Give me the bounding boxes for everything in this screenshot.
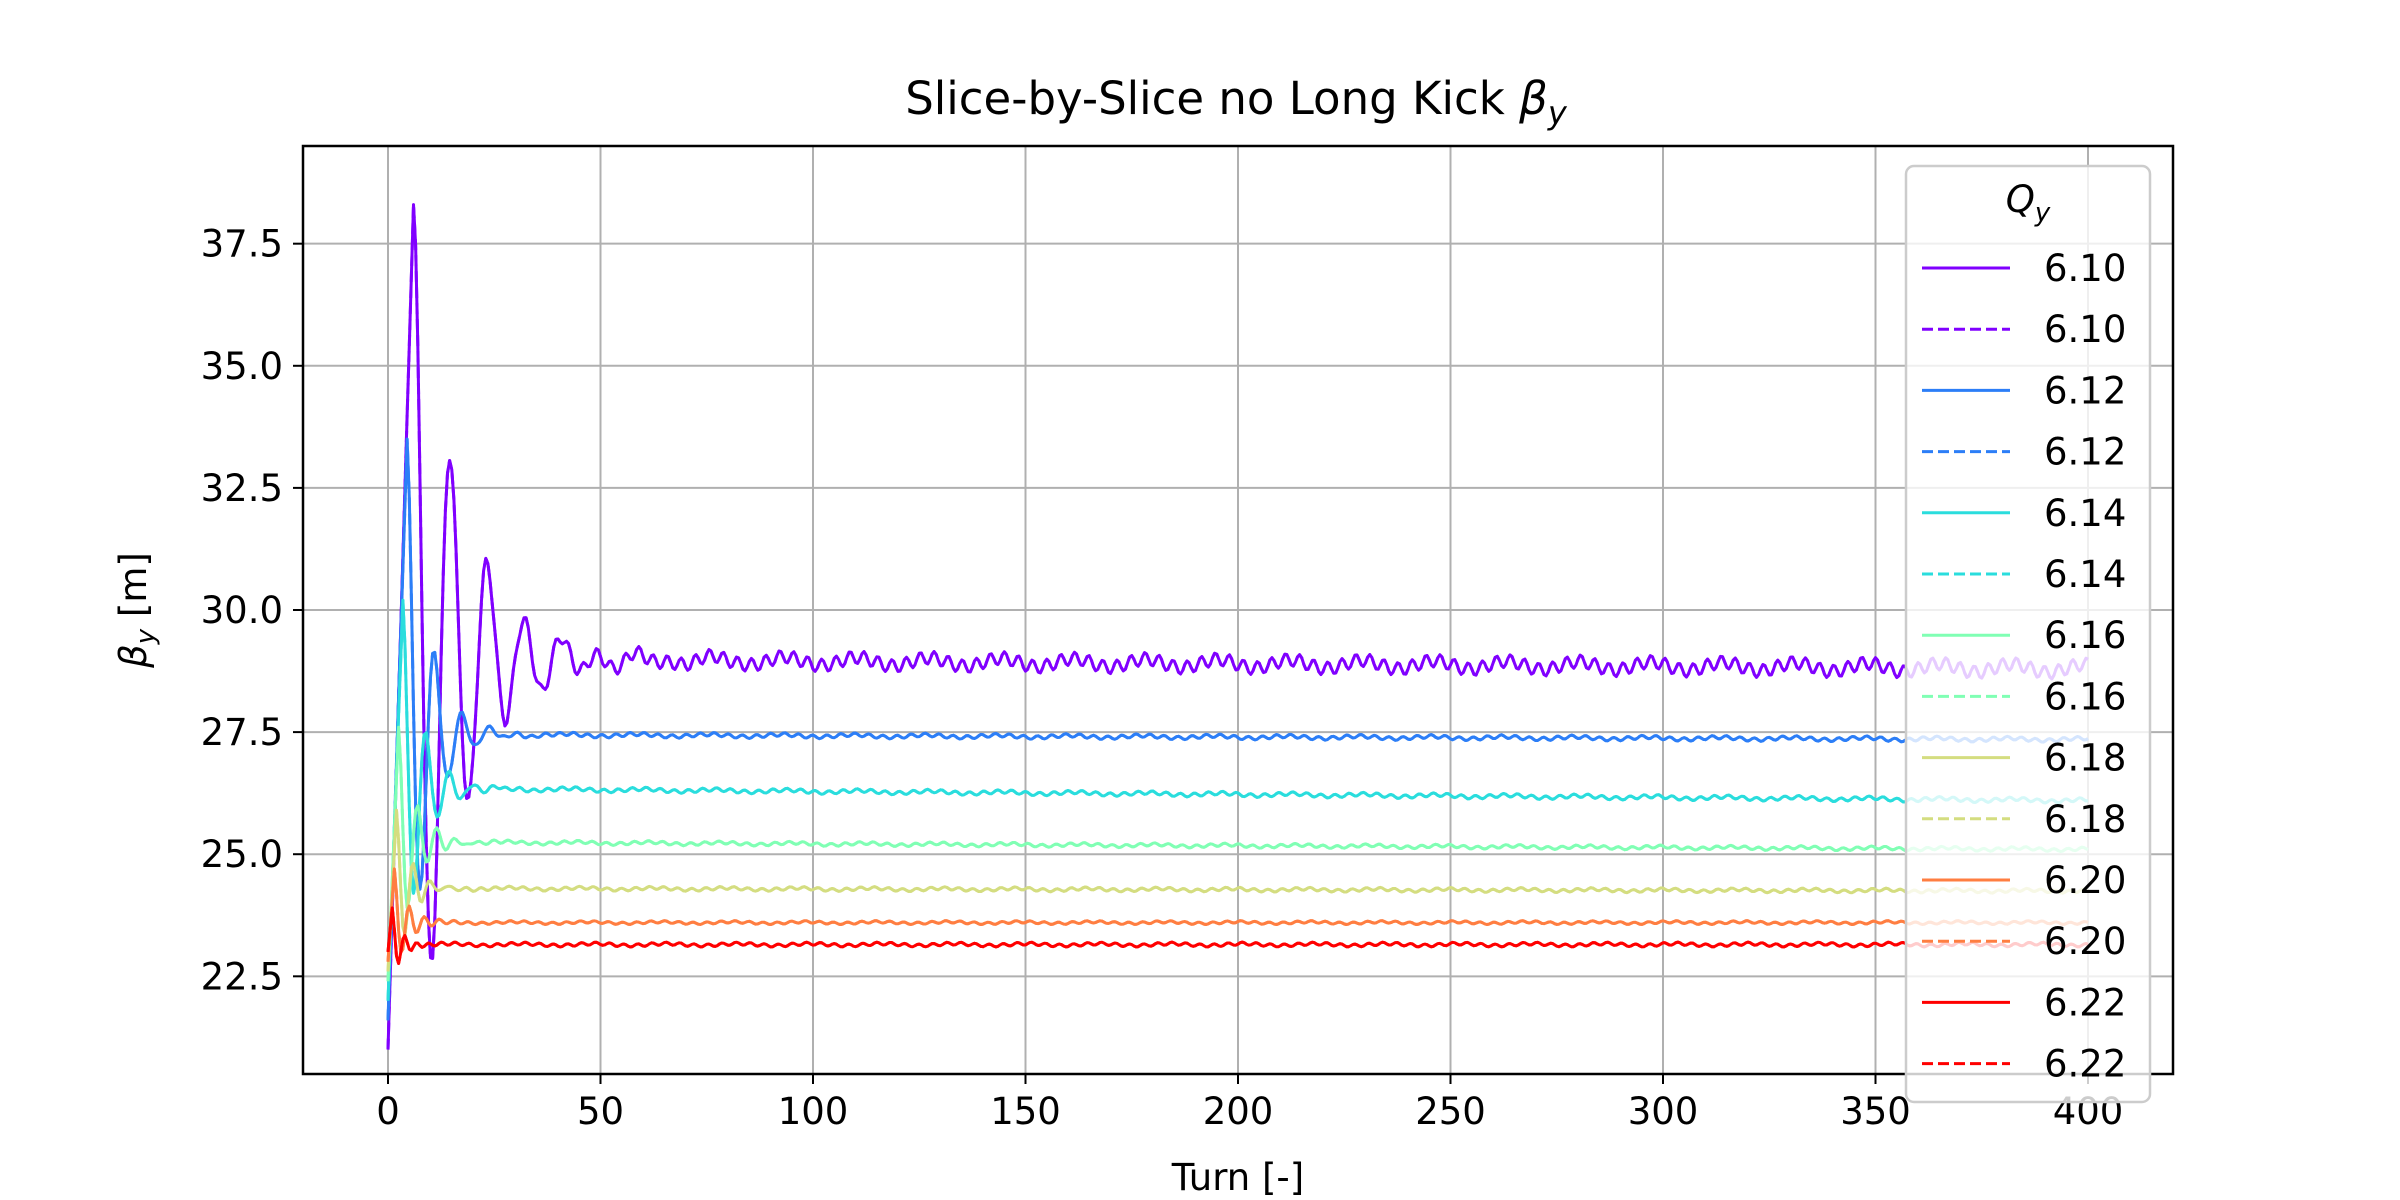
legend-label: 6.10	[2044, 247, 2126, 290]
series-line-6-12-dashed	[386, 437, 2089, 1021]
series-line-6-20-dashed	[386, 867, 2089, 962]
x-tick-label: 50	[577, 1090, 624, 1133]
y-tick-label: 27.5	[201, 711, 283, 754]
series-line-6-16-dashed	[386, 725, 2089, 982]
legend-label: 6.18	[2044, 798, 2126, 841]
legend-label: 6.14	[2044, 492, 2126, 535]
legend-label: 6.22	[2044, 981, 2126, 1024]
y-tick-label: 22.5	[201, 955, 283, 998]
legend-label: 6.14	[2044, 553, 2126, 596]
x-axis-label: Turn [-]	[1171, 1156, 1304, 1199]
y-tick-label: 35.0	[201, 345, 283, 388]
x-tick-label: 100	[778, 1090, 849, 1133]
legend-label: 6.22	[2044, 1043, 2126, 1086]
series-line-6-14-dashed	[386, 598, 2089, 1001]
chart-title: Slice-by-Slice no Long Kick βy	[905, 72, 1568, 132]
y-tick-label: 30.0	[201, 589, 283, 632]
legend-label: 6.18	[2044, 737, 2126, 780]
x-tick-label: 0	[376, 1090, 400, 1133]
series-lines	[386, 203, 2089, 1050]
legend-label: 6.12	[2044, 369, 2126, 412]
legend-entries: 6.10 6.10 6.12 6.12 6.14 6.14 6.16 6.16 6.18 6.18…	[1922, 247, 2126, 1086]
y-axis-label: βy [m]	[112, 552, 161, 669]
legend-label: 6.16	[2044, 614, 2126, 657]
legend-label: 6.20	[2044, 859, 2126, 902]
x-tick-label: 250	[1415, 1090, 1486, 1133]
series-line-6-10-dashed	[386, 203, 2089, 1050]
y-tick-label: 37.5	[201, 223, 283, 266]
x-tick-label: 300	[1628, 1090, 1699, 1133]
legend-label: 6.10	[2044, 308, 2126, 351]
axis-ticks: 0 50 100 150 200 250 300 350 40022.525.027.530.0…	[201, 223, 2124, 1133]
legend-label: 6.12	[2044, 431, 2126, 474]
x-tick-label: 200	[1203, 1090, 1274, 1133]
grid	[303, 146, 2173, 1074]
series-line-6-18-dashed	[386, 808, 2089, 972]
y-tick-label: 25.0	[201, 833, 283, 876]
x-tick-label: 350	[1840, 1090, 1911, 1133]
legend-box	[1904, 164, 2152, 1104]
legend: Qy 6.106.106.126.126.146.146.166.166.186…	[1904, 164, 2152, 1104]
legend-title: Qy	[2006, 178, 2051, 228]
legend-label: 6.16	[2044, 675, 2126, 718]
y-tick-label: 32.5	[201, 467, 283, 510]
x-tick-label: 150	[990, 1090, 1061, 1133]
legend-label: 6.20	[2044, 920, 2126, 963]
series-line-6-22-dashed	[386, 906, 2089, 965]
